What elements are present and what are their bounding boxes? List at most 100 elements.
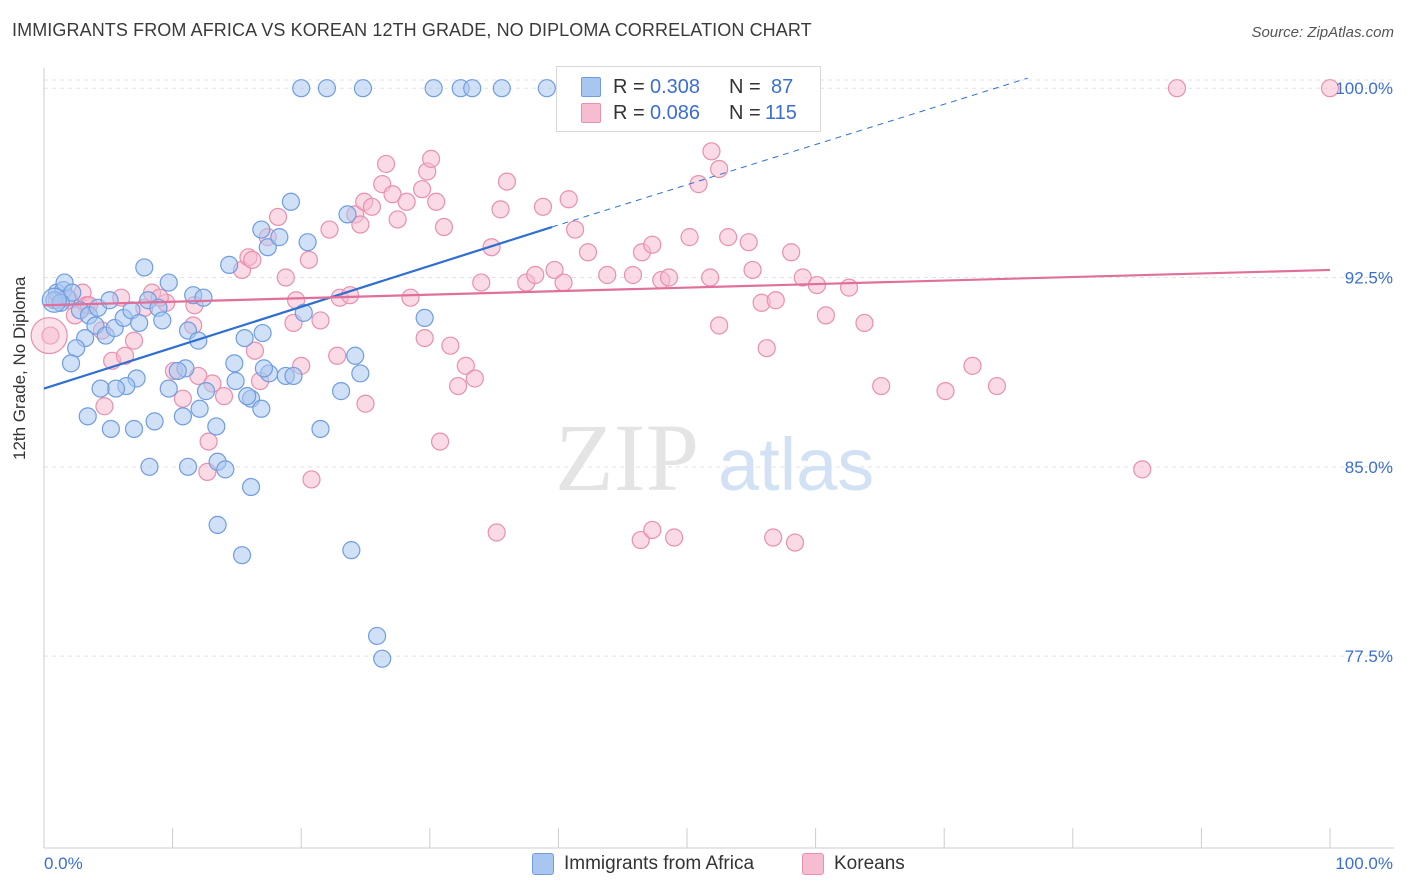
koreans-point (421, 149, 441, 168)
koreans-point (872, 376, 891, 396)
africa-point (292, 79, 311, 98)
koreans-point (987, 376, 1007, 396)
axes (43, 68, 1394, 849)
africa-point (463, 79, 482, 98)
africa-point (173, 407, 192, 426)
legend-r-label: R = (613, 75, 645, 98)
koreans-point (739, 233, 758, 252)
koreans-point (243, 250, 262, 269)
africa-point (159, 379, 178, 398)
africa-point (232, 546, 252, 565)
trend-lines (43, 77, 1331, 390)
koreans-point (701, 268, 720, 287)
koreans-point (1133, 460, 1152, 479)
koreans-point (623, 265, 643, 285)
africa-point (537, 79, 556, 98)
koreans-point (388, 210, 407, 229)
africa-point (220, 255, 239, 274)
africa-point (178, 457, 198, 476)
koreans-point (376, 154, 396, 174)
africa-point (252, 399, 271, 418)
africa-point (298, 233, 317, 252)
koreans-point (839, 278, 859, 297)
legend-r-label: R = (613, 101, 645, 124)
legend-n-label: N = (729, 101, 761, 124)
africa-point (346, 346, 365, 365)
africa-point (226, 371, 245, 391)
legend-swatch-africa (581, 77, 601, 97)
africa-point (353, 79, 373, 98)
africa-point (140, 457, 159, 476)
koreans-point (41, 326, 60, 345)
africa-point (135, 258, 154, 277)
koreans-point (643, 520, 662, 540)
koreans-point (268, 207, 288, 227)
koreans-point (401, 288, 420, 307)
koreans-point (743, 260, 762, 280)
koreans-point (1320, 79, 1340, 98)
africa-trend-line (43, 225, 553, 390)
koreans-point (383, 185, 402, 204)
africa-point (252, 220, 271, 239)
koreans-point (124, 331, 144, 350)
africa-point (317, 79, 337, 98)
bottom-legend-label-africa: Immigrants from Africa (564, 853, 755, 874)
koreans-point (448, 376, 468, 396)
africa-point (258, 238, 277, 257)
source-label: Source: ZipAtlas.com (1251, 24, 1394, 41)
koreans-point (412, 180, 432, 199)
koreans-point (855, 313, 874, 333)
africa-point (338, 205, 357, 224)
koreans-point (598, 265, 617, 285)
africa-point (124, 419, 144, 439)
koreans-point (689, 175, 708, 194)
africa-point (294, 303, 313, 322)
koreans-point (465, 369, 484, 388)
africa-point (367, 626, 387, 646)
koreans-point (545, 260, 564, 280)
africa-point (415, 308, 434, 328)
africa-point (238, 387, 257, 406)
koreans-point (487, 523, 506, 542)
koreans-point (415, 328, 434, 348)
watermark-zip: ZIP (555, 404, 699, 511)
watermark: ZIP atlas (555, 404, 874, 511)
y-tick-label: 85.0% (1345, 458, 1393, 477)
koreans-point (351, 215, 370, 234)
koreans-point (719, 228, 738, 247)
koreans-point (680, 228, 699, 247)
chart-title: IMMIGRANTS FROM AFRICA VS KOREAN 12TH GR… (12, 20, 812, 40)
africa-point (159, 273, 178, 292)
bottom-legend-label-koreans: Koreans (834, 853, 905, 874)
africa-point (351, 364, 370, 383)
koreans-point (631, 530, 650, 550)
koreans-point (320, 220, 339, 239)
africa-point (373, 649, 392, 668)
africa-point (492, 79, 511, 98)
koreans-point (441, 336, 460, 355)
koreans-point (526, 265, 545, 285)
legend-n-value: 115 (765, 101, 797, 124)
koreans-point (356, 394, 375, 413)
koreans-point (757, 339, 776, 358)
legend-swatch-koreans (581, 103, 601, 123)
africa-point (284, 366, 303, 386)
africa-point (235, 328, 254, 348)
y-tick-label: 77.5% (1345, 647, 1393, 666)
africa-point (270, 228, 289, 247)
africa-point (241, 477, 261, 497)
legend-r-value: 0.308 (650, 75, 701, 98)
africa-point (41, 287, 67, 313)
koreans-point (710, 159, 729, 179)
africa-point (168, 361, 187, 381)
africa-point (145, 412, 164, 431)
koreans-point (245, 341, 265, 360)
africa-point (424, 79, 443, 98)
koreans-point (430, 432, 450, 451)
africa-point (91, 379, 110, 398)
koreans-point (554, 273, 573, 292)
koreans-point (1167, 79, 1187, 98)
koreans-point (397, 192, 416, 211)
y-tick-label: 100.0% (1335, 79, 1393, 98)
